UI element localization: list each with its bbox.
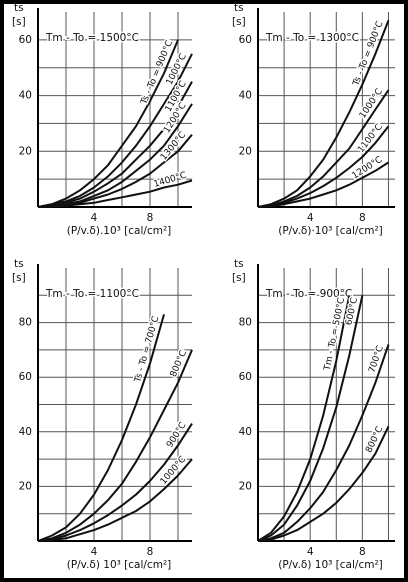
y-axis-label: ts xyxy=(14,2,24,14)
y-tick-label: 40 xyxy=(239,90,252,102)
y-axis-label: ts xyxy=(234,2,244,14)
curve xyxy=(37,53,193,208)
curve xyxy=(37,314,165,542)
curve xyxy=(257,20,390,208)
y-tick-label: 60 xyxy=(239,34,252,46)
x-tick-label: 4 xyxy=(307,212,314,224)
chart-title: Tm - To = 1500°C xyxy=(45,32,139,44)
curve xyxy=(37,39,179,208)
y-axis-unit: [s] xyxy=(232,16,246,28)
x-tick-label: 4 xyxy=(91,212,98,224)
y-tick-label: 60 xyxy=(19,34,32,46)
x-tick-label: 8 xyxy=(147,212,154,224)
curve xyxy=(257,295,364,542)
curve xyxy=(257,295,351,542)
y-tick-label: 40 xyxy=(19,426,32,438)
curve xyxy=(257,125,390,208)
x-axis-label: (P/v.δ)·10³ [cal/cm²] xyxy=(278,225,383,237)
curve xyxy=(37,349,193,542)
x-tick-label: 4 xyxy=(307,546,314,558)
x-tick-label: 4 xyxy=(91,546,98,558)
y-tick-label: 40 xyxy=(19,90,32,102)
y-tick-label: 40 xyxy=(239,426,252,438)
y-tick-label: 80 xyxy=(239,317,252,329)
curve xyxy=(257,425,390,542)
x-axis-label: (P/v.δ).10³ [cal/cm²] xyxy=(67,225,172,237)
y-tick-label: 20 xyxy=(239,145,252,157)
y-axis-unit: [s] xyxy=(12,272,26,284)
y-tick-label: 20 xyxy=(19,145,32,157)
y-tick-label: 20 xyxy=(19,480,32,492)
y-tick-label: 60 xyxy=(19,371,32,383)
curve xyxy=(37,458,193,542)
y-axis-label: ts xyxy=(14,258,24,270)
curve xyxy=(257,161,390,208)
y-tick-label: 80 xyxy=(19,317,32,329)
y-tick-label: 20 xyxy=(239,480,252,492)
chart-title: Tm - To = 1100°C xyxy=(45,288,139,300)
y-axis-unit: [s] xyxy=(232,272,246,284)
curve xyxy=(37,423,193,542)
paper xyxy=(4,4,404,578)
y-axis-label: ts xyxy=(234,258,244,270)
chart-title: Tm - To = 1300°C xyxy=(265,32,359,44)
curve xyxy=(37,81,193,208)
curve xyxy=(37,179,193,208)
curve xyxy=(257,89,390,208)
x-axis-label: (P/v.δ) 10³ [cal/cm²] xyxy=(278,559,383,571)
x-axis-label: (P/v.δ) 10³ [cal/cm²] xyxy=(67,559,172,571)
x-tick-label: 8 xyxy=(359,212,366,224)
x-tick-label: 8 xyxy=(359,546,366,558)
y-axis-unit: [s] xyxy=(12,16,26,28)
y-tick-label: 60 xyxy=(239,371,252,383)
curve xyxy=(257,344,390,542)
chart-title: Tm - To = 900°C xyxy=(265,288,352,300)
x-tick-label: 8 xyxy=(147,546,154,558)
